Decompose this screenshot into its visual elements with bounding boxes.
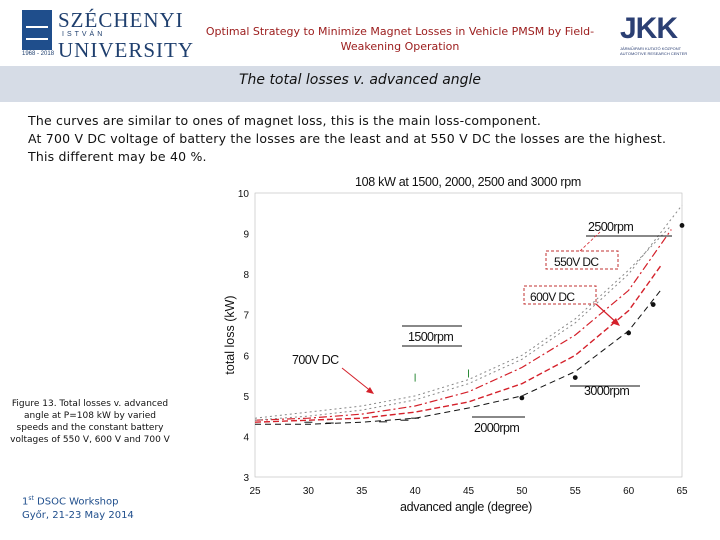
body-paragraph: At 700 V DC voltage of battery the losse… — [28, 131, 667, 146]
chart-annotations: 2500rpm 550V DC 600V DC 1500rpm 700V DC 3000r… — [292, 220, 672, 435]
x-tick-label: 50 — [516, 486, 528, 497]
university-name-line2: ISTVÁN — [62, 31, 106, 38]
series-line — [254, 265, 662, 423]
series-line — [254, 204, 683, 421]
body-paragraph: This different may be 40 %. — [28, 149, 207, 164]
slide-body-text: The curves are similar to ones of magnet… — [28, 112, 718, 166]
annotation-label: 550V DC — [554, 255, 599, 269]
x-tick-label: 60 — [623, 486, 635, 497]
y-axis-label: total loss (kW) — [223, 295, 237, 374]
x-tick-label: 55 — [570, 486, 582, 497]
data-point — [626, 330, 632, 336]
x-tick-label: 35 — [356, 486, 368, 497]
workshop-ordinal: 1 — [22, 496, 29, 508]
chart-series — [254, 204, 683, 425]
data-point — [650, 302, 656, 307]
y-tick-label: 6 — [243, 351, 249, 362]
chart-title: 108 kW at 1500, 2000, 2500 and 3000 rpm — [355, 175, 581, 189]
workshop-place-date: Győr, 21-23 May 2014 — [22, 510, 134, 522]
x-tick-label: 65 — [676, 486, 688, 497]
annotation-label: 1500rpm — [408, 330, 453, 344]
annotation-label: 600V DC — [530, 290, 575, 304]
research-center-name-en: AUTOMOTIVE RESEARCH CENTER — [620, 51, 688, 56]
research-center-name-hu: JÁRMŰIPARI KUTATÓ KÖZPONT — [620, 46, 682, 51]
university-name-line3: UNIVERSITY — [58, 38, 194, 62]
university-year: 1968 - 2018 — [22, 51, 55, 57]
university-logo: SZÉCHENYI ISTVÁN UNIVERSITY 1968 - 2018 — [22, 8, 193, 62]
series-line — [255, 290, 661, 425]
workshop-ordinal-suffix: st — [28, 495, 34, 502]
x-tick-label: 45 — [463, 486, 475, 497]
presentation-title: Optimal Strategy to Minimize Magnet Loss… — [205, 25, 595, 53]
university-emblem-icon — [22, 10, 52, 50]
annotation-arrowhead — [611, 318, 620, 326]
data-point — [679, 223, 685, 228]
annotation-label: 2000rpm — [474, 421, 519, 435]
workshop-name: DSOC Workshop — [33, 496, 119, 508]
y-tick-label: 3 — [243, 473, 249, 484]
y-tick-label: 5 — [243, 392, 249, 403]
university-name-line1: SZÉCHENYI — [58, 8, 184, 32]
x-tick-label: 25 — [249, 486, 261, 497]
annotation-arrow — [341, 367, 373, 393]
data-point — [519, 395, 525, 401]
research-center-letters: JKK — [620, 12, 678, 45]
y-tick-label: 4 — [243, 432, 249, 443]
annotation-box — [545, 250, 619, 270]
y-tick-label: 8 — [243, 270, 249, 281]
slide-title: The total losses v. advanced angle — [238, 72, 482, 88]
annotation-label: 3000rpm — [584, 384, 629, 398]
plot-frame — [254, 192, 683, 478]
annotation-label: 2500rpm — [588, 220, 633, 234]
y-tick-label: 10 — [238, 189, 250, 200]
figure-caption: Figure 13. Total losses v. advanced angl… — [10, 399, 170, 445]
y-tick-label: 7 — [243, 311, 249, 322]
research-center-logo: JKK JÁRMŰIPARI KUTATÓ KÖZPONT AUTOMOTIVE… — [620, 12, 700, 56]
title-band — [0, 66, 720, 102]
series-line — [254, 229, 672, 421]
body-paragraph: The curves are similar to ones of magnet… — [28, 113, 542, 128]
workshop-info: 1st DSOC Workshop Győr, 21-23 May 2014 — [22, 492, 134, 523]
annotation-box — [523, 285, 597, 305]
annotation-leader — [579, 231, 601, 252]
x-tick-label: 40 — [410, 486, 422, 497]
x-tick-label: 30 — [303, 486, 315, 497]
y-tick-label: 9 — [243, 230, 249, 241]
x-axis-label: advanced angle (degree) — [400, 500, 532, 514]
series-line — [254, 225, 672, 419]
slide-header: SZÉCHENYI ISTVÁN UNIVERSITY 1968 - 2018 … — [0, 0, 720, 66]
data-point — [572, 375, 578, 380]
chart-markers — [304, 223, 685, 424]
annotation-arrowhead — [366, 387, 374, 394]
annotation-label: 700V DC — [292, 353, 339, 367]
